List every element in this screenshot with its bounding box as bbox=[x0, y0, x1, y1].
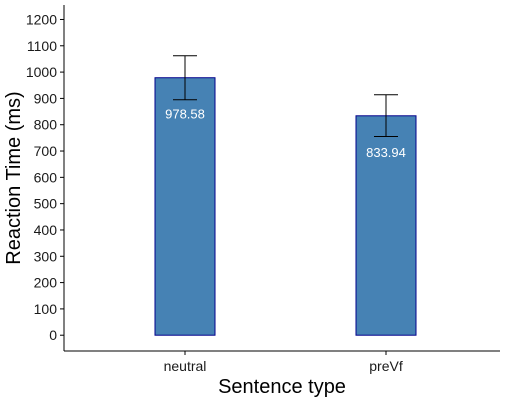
data-label: 978.58 bbox=[165, 107, 205, 122]
x-axis-ticks: neutral preVf bbox=[164, 351, 403, 374]
y-tick-label: 0 bbox=[49, 327, 57, 343]
y-tick-label: 500 bbox=[34, 196, 58, 212]
y-tick-label: 200 bbox=[34, 275, 58, 291]
y-tick-label: 700 bbox=[34, 143, 58, 159]
data-labels: 978.58 833.94 bbox=[165, 107, 406, 160]
y-tick-label: 1000 bbox=[26, 64, 57, 80]
y-tick-label: 1200 bbox=[26, 11, 57, 27]
y-tick-label: 1100 bbox=[27, 38, 57, 54]
data-label: 833.94 bbox=[366, 145, 406, 160]
y-tick-label: 900 bbox=[34, 90, 58, 106]
y-tick-label: 400 bbox=[34, 222, 58, 238]
x-tick-label: preVf bbox=[369, 358, 403, 374]
y-tick-label: 100 bbox=[34, 301, 58, 317]
bar-preVf bbox=[355, 115, 417, 336]
y-axis-title: Reaction Time (ms) bbox=[3, 91, 25, 264]
bars bbox=[154, 77, 417, 336]
y-tick-label: 300 bbox=[34, 248, 58, 264]
y-tick-label: 800 bbox=[34, 117, 58, 133]
x-tick-label: neutral bbox=[164, 358, 207, 374]
bar-neutral bbox=[154, 77, 216, 336]
y-tick-label: 600 bbox=[34, 169, 58, 185]
x-axis-title: Sentence type bbox=[218, 376, 346, 398]
y-axis-ticks: 0 100 200 300 400 500 600 700 800 900 1000 1100 1200 bbox=[26, 11, 64, 343]
error-bars bbox=[173, 55, 398, 138]
